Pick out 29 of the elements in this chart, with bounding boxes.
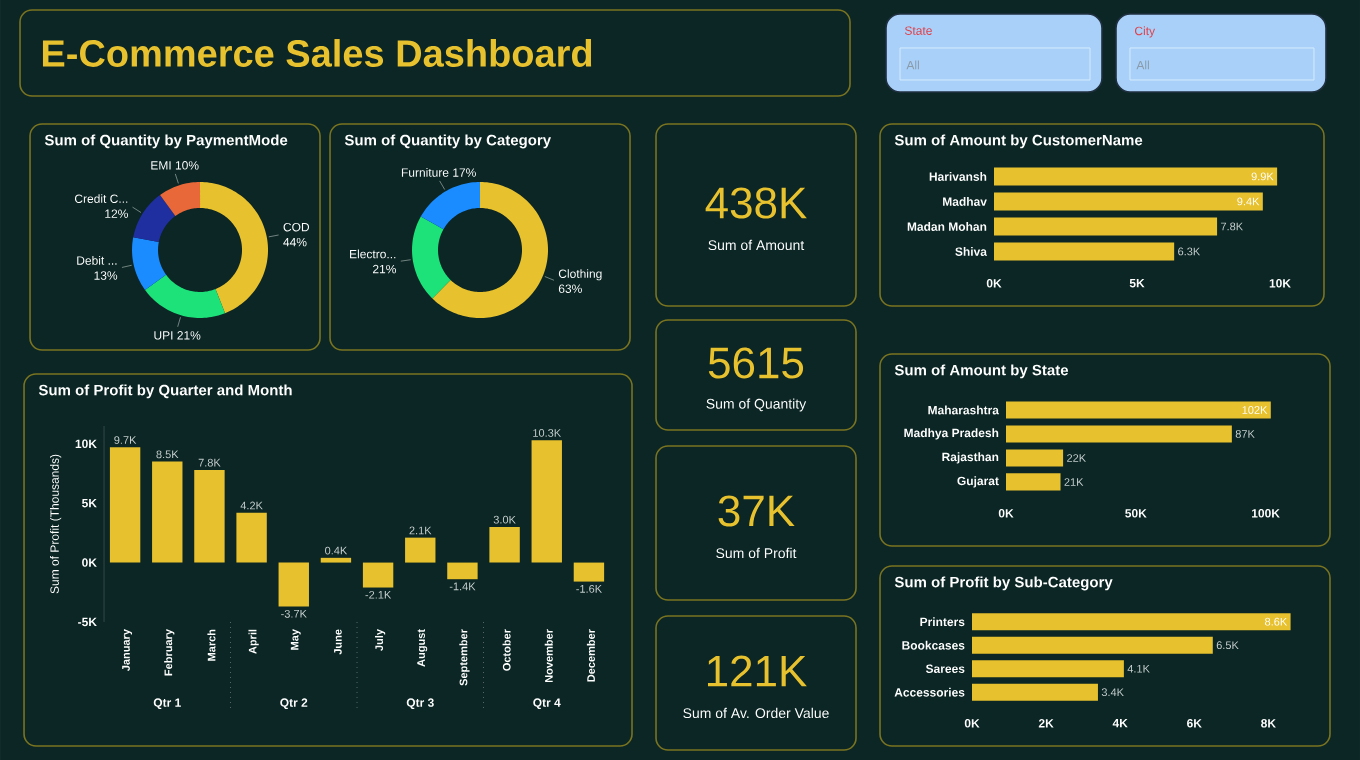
text: 37K	[718, 495, 795, 527]
text: 438K	[705, 187, 807, 219]
bar	[447, 562, 478, 580]
bar	[972, 660, 1124, 678]
text: E-Commerce Sales Dashboard	[42, 39, 592, 67]
bar	[1006, 473, 1061, 491]
bar	[152, 461, 183, 563]
bar	[573, 562, 605, 582]
bar	[236, 512, 267, 563]
bar	[972, 683, 1098, 701]
bar	[405, 537, 436, 563]
bar	[1006, 425, 1232, 443]
bar	[972, 613, 1291, 631]
bar	[994, 242, 1175, 261]
text: 121K	[707, 655, 807, 687]
bar	[1006, 401, 1271, 419]
bar	[362, 562, 394, 588]
bar	[1006, 449, 1064, 467]
bar	[109, 447, 141, 563]
bar	[994, 192, 1263, 211]
bar	[972, 636, 1213, 654]
bar	[320, 557, 352, 563]
bar	[994, 217, 1218, 236]
bar	[194, 469, 225, 563]
bar	[278, 562, 309, 607]
text: 5615	[708, 347, 804, 379]
bar	[994, 167, 1278, 186]
bar	[531, 440, 562, 563]
bar	[489, 526, 520, 563]
